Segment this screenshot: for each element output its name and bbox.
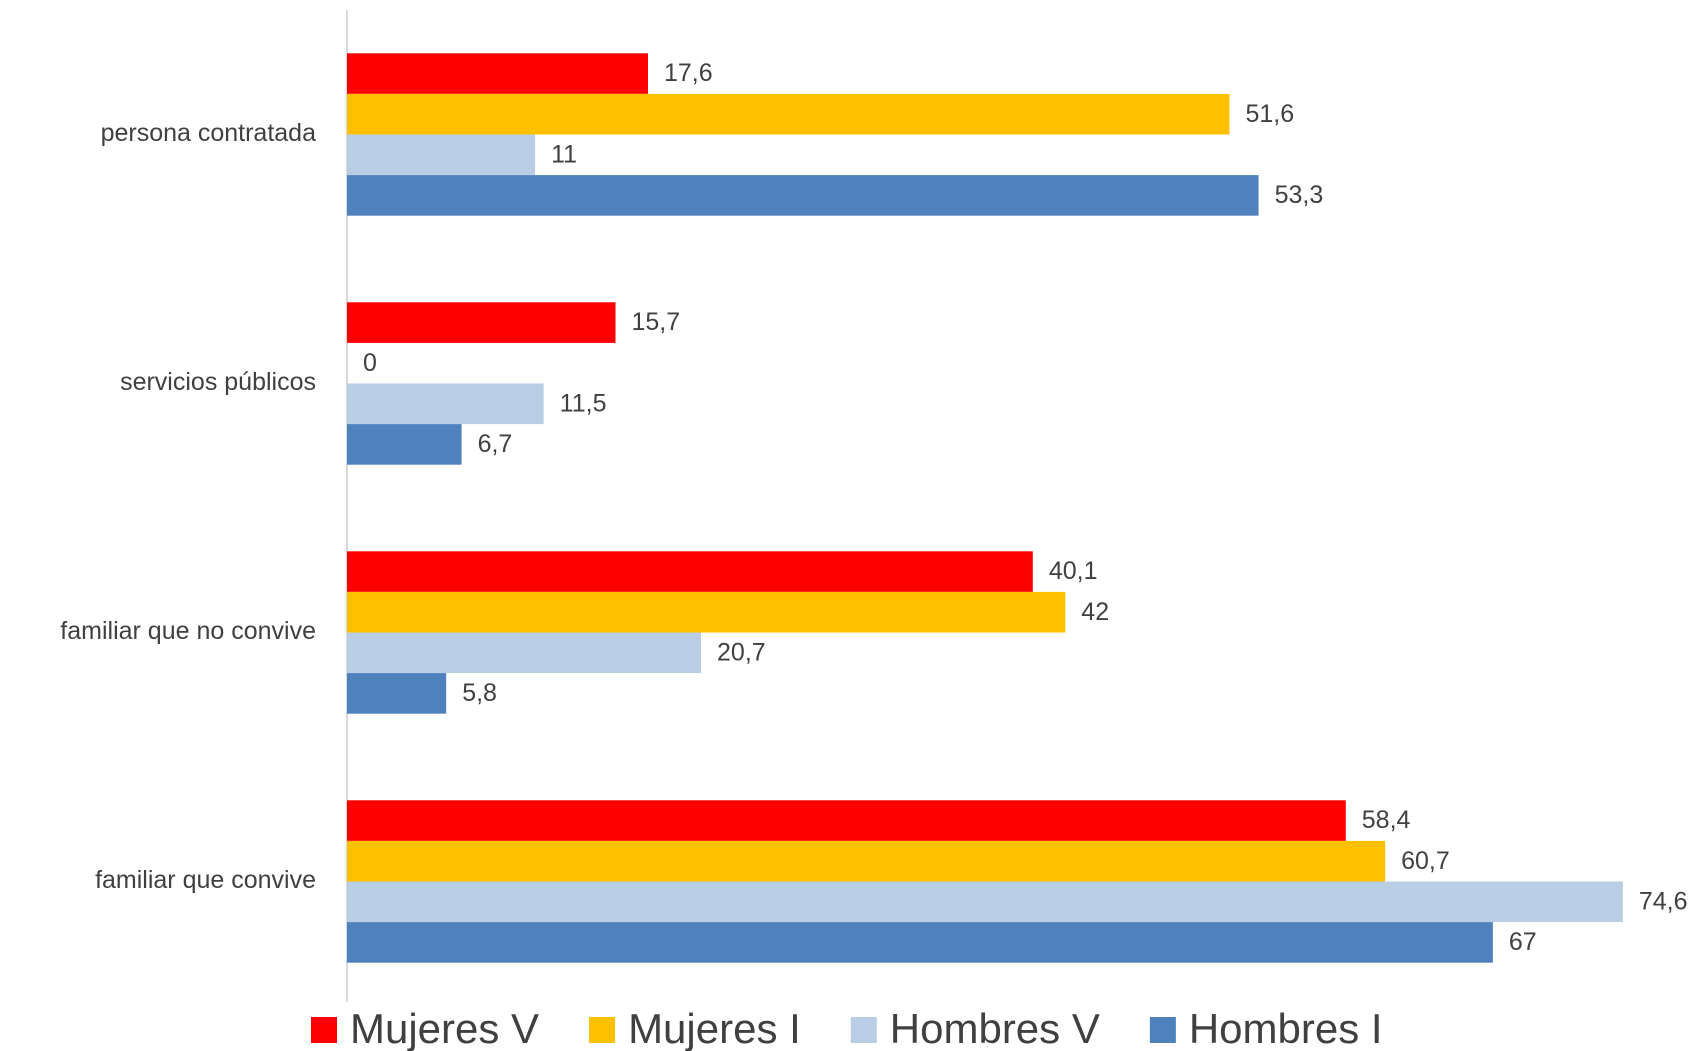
legend-label: Hombres I <box>1189 1005 1383 1051</box>
legend-swatch <box>311 1017 337 1043</box>
category-label: servicios públicos <box>120 368 316 396</box>
bar <box>347 53 649 94</box>
data-label: 0 <box>363 349 377 377</box>
data-label: 6,7 <box>478 430 513 458</box>
bar <box>347 93 1230 135</box>
data-label: 60,7 <box>1401 847 1450 875</box>
legend-swatch <box>1149 1017 1176 1043</box>
data-label: 5,8 <box>462 679 497 707</box>
bar <box>347 800 1346 841</box>
data-label: 51,6 <box>1245 100 1294 128</box>
legend-label: Hombres V <box>890 1005 1100 1051</box>
category-label: persona contratada <box>101 119 317 147</box>
data-label: 17,6 <box>664 59 713 87</box>
data-label: 11,5 <box>560 389 607 417</box>
data-label: 74,6 <box>1639 887 1688 915</box>
bar <box>347 383 544 425</box>
legend-label: Mujeres I <box>628 1005 801 1051</box>
data-label: 53,3 <box>1275 181 1324 209</box>
data-label: 42 <box>1081 598 1109 626</box>
bar <box>347 881 1623 923</box>
bar <box>347 551 1033 592</box>
bar <box>347 175 1259 216</box>
data-label: 58,4 <box>1362 806 1411 834</box>
legend-label: Mujeres V <box>350 1005 539 1051</box>
legend-swatch <box>589 1017 616 1043</box>
data-label: 67 <box>1509 928 1537 956</box>
bar <box>347 591 1066 633</box>
data-label: 40,1 <box>1049 557 1098 585</box>
bar <box>347 922 1493 963</box>
bar <box>347 632 702 674</box>
bar <box>347 302 616 343</box>
bar <box>347 673 447 714</box>
bar <box>347 424 462 465</box>
data-label: 15,7 <box>632 308 681 336</box>
category-label: familiar que no convive <box>60 617 316 645</box>
bar <box>347 840 1386 882</box>
bar <box>347 134 536 176</box>
category-label: familiar que convive <box>95 866 316 894</box>
data-label: 20,7 <box>717 638 766 666</box>
legend-swatch <box>850 1017 877 1043</box>
data-label: 11 <box>551 140 577 168</box>
